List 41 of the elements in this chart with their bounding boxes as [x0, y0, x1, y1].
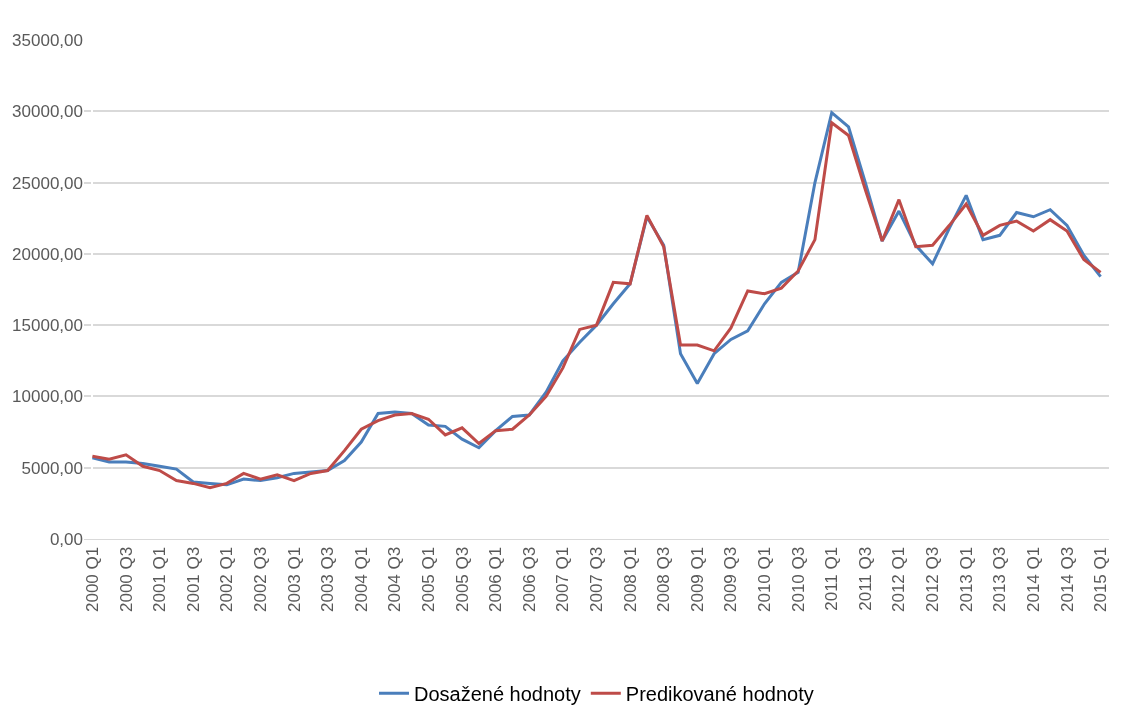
x-tick-label: 2007 Q3 [587, 546, 607, 613]
x-tick-label: 2012 Q1 [889, 546, 909, 613]
x-tick-label: 2004 Q1 [351, 546, 371, 613]
x-tick-label: 2014 Q1 [1023, 546, 1043, 613]
x-tick-label: 2004 Q3 [385, 546, 405, 613]
x-tick-label: 2001 Q3 [183, 546, 203, 613]
x-tick-label: 2001 Q1 [150, 546, 170, 613]
x-tick-label: 2010 Q3 [788, 546, 808, 613]
y-tick-label: 0,00 [49, 529, 83, 549]
x-tick-label: 2006 Q3 [519, 546, 539, 613]
x-tick-label: 2013 Q3 [990, 546, 1010, 613]
x-tick-label: 2002 Q3 [250, 546, 270, 613]
y-tick-label: 35000,00 [12, 30, 83, 50]
y-tick-label: 5000,00 [21, 458, 83, 478]
x-tick-label: 2010 Q1 [755, 546, 775, 613]
y-tick-label: 20000,00 [12, 244, 83, 264]
x-tick-label: 2003 Q3 [318, 546, 338, 613]
x-tick-label: 2014 Q3 [1057, 546, 1077, 613]
x-tick-label: 2008 Q1 [620, 546, 640, 613]
legend-label: Predikované hodnoty [625, 683, 814, 706]
x-tick-label: 2005 Q3 [452, 546, 472, 613]
legend-label: Dosažené hodnoty [414, 683, 581, 706]
x-tick-label: 2003 Q1 [284, 546, 304, 613]
x-tick-label: 2006 Q1 [486, 546, 506, 613]
x-tick-label: 2000 Q1 [82, 546, 102, 613]
x-tick-label: 2012 Q3 [923, 546, 943, 613]
x-tick-label: 2000 Q3 [116, 546, 136, 613]
x-tick-label: 2011 Q1 [822, 546, 842, 611]
y-tick-label: 30000,00 [12, 102, 83, 122]
x-tick-label: 2002 Q1 [217, 546, 237, 613]
x-tick-label: 2011 Q3 [855, 546, 875, 611]
x-tick-label: 2007 Q1 [553, 546, 573, 613]
x-tick-label: 2008 Q3 [654, 546, 674, 613]
x-tick-label: 2009 Q3 [721, 546, 741, 613]
x-tick-label: 2013 Q1 [956, 546, 976, 613]
y-tick-label: 15000,00 [12, 316, 83, 336]
x-tick-label: 2015 Q1 [1091, 546, 1111, 613]
x-tick-label: 2005 Q1 [418, 546, 438, 613]
y-tick-label: 10000,00 [12, 387, 83, 407]
x-tick-label: 2009 Q1 [687, 546, 707, 613]
y-tick-label: 25000,00 [12, 173, 83, 193]
